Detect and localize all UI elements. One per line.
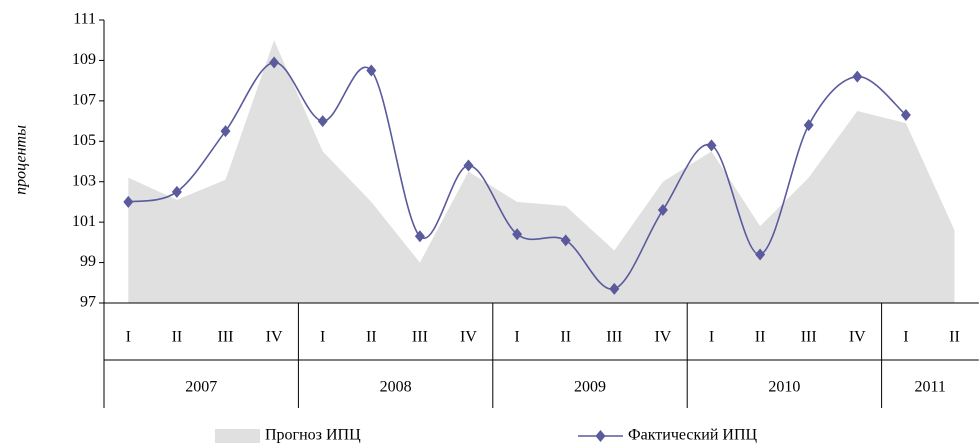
marker bbox=[269, 56, 280, 69]
marker bbox=[803, 119, 814, 132]
marker bbox=[852, 70, 863, 83]
group-label: 2009 bbox=[574, 379, 606, 396]
marker bbox=[706, 139, 717, 152]
x-tick-label: II bbox=[949, 329, 960, 346]
x-tick-label: III bbox=[606, 329, 622, 346]
marker bbox=[609, 282, 620, 295]
x-tick-label: I bbox=[709, 329, 714, 346]
y-tick-label: 105 bbox=[72, 132, 96, 149]
legend-marker bbox=[595, 430, 606, 442]
y-tick-label: 111 bbox=[73, 11, 96, 28]
x-tick-label: IV bbox=[849, 329, 866, 346]
x-tick-label: I bbox=[903, 329, 908, 346]
x-tick-label: IV bbox=[654, 329, 671, 346]
y-tick-label: 109 bbox=[72, 51, 96, 68]
x-tick-label: III bbox=[218, 329, 234, 346]
x-tick-label: IV bbox=[460, 329, 477, 346]
y-tick-label: 99 bbox=[80, 253, 96, 270]
y-tick-label: 107 bbox=[72, 92, 96, 109]
x-tick-label: IV bbox=[266, 329, 283, 346]
marker bbox=[657, 204, 668, 217]
marker bbox=[220, 125, 231, 138]
group-label: 2011 bbox=[914, 379, 945, 396]
marker bbox=[560, 234, 571, 247]
x-tick-label: II bbox=[560, 329, 571, 346]
marker bbox=[755, 248, 766, 261]
marker bbox=[366, 64, 377, 77]
y-tick-label: 103 bbox=[72, 172, 96, 189]
marker bbox=[171, 185, 182, 198]
group-label: 2008 bbox=[380, 379, 412, 396]
marker bbox=[463, 159, 474, 172]
x-tick-label: I bbox=[320, 329, 325, 346]
x-tick-label: III bbox=[412, 329, 428, 346]
y-tick-label: 101 bbox=[72, 213, 96, 230]
x-tick-label: III bbox=[801, 329, 817, 346]
legend-swatch bbox=[215, 429, 260, 443]
x-tick-label: II bbox=[172, 329, 183, 346]
legend-label: Прогноз ИПЦ bbox=[265, 427, 361, 444]
y-tick-label: 97 bbox=[80, 294, 96, 311]
x-tick-label: I bbox=[514, 329, 519, 346]
marker bbox=[512, 228, 523, 241]
marker bbox=[123, 195, 134, 208]
y-axis-label: проценты bbox=[13, 125, 30, 195]
group-label: 2007 bbox=[185, 379, 217, 396]
legend-label: Фактический ИПЦ bbox=[628, 427, 758, 444]
marker bbox=[317, 115, 328, 128]
x-tick-label: II bbox=[366, 329, 377, 346]
area bbox=[128, 40, 955, 303]
group-label: 2010 bbox=[768, 379, 800, 396]
x-tick-label: I bbox=[126, 329, 131, 346]
marker bbox=[900, 109, 911, 122]
x-tick-label: II bbox=[755, 329, 766, 346]
marker bbox=[414, 230, 425, 243]
